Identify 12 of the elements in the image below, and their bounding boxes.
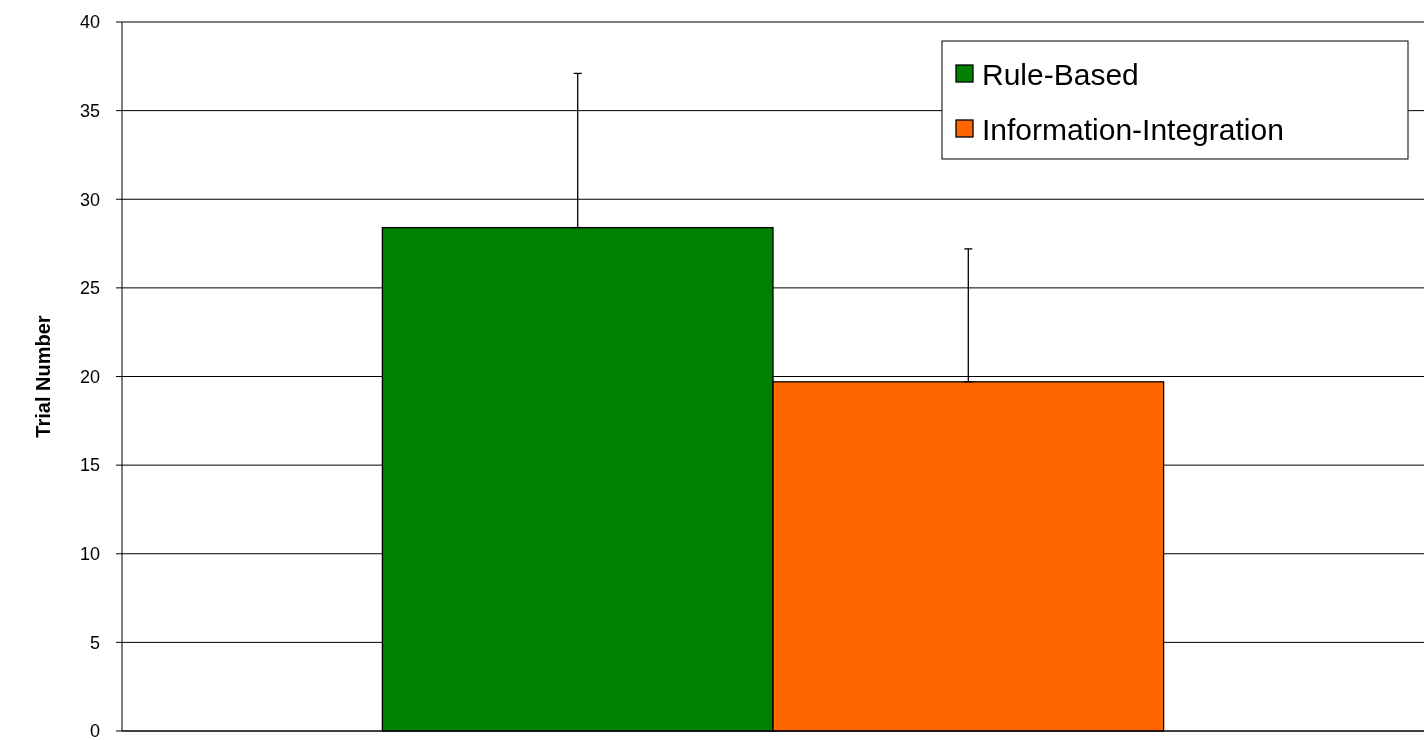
y-tick-label: 40 bbox=[79, 12, 100, 33]
y-tick-label: 0 bbox=[89, 721, 100, 740]
y-tick-label: 5 bbox=[89, 632, 100, 653]
y-tick-label: 25 bbox=[79, 278, 100, 299]
y-tick-label: 30 bbox=[79, 189, 100, 210]
legend-label: Rule-Based bbox=[982, 57, 1139, 91]
y-tick-label: 10 bbox=[79, 544, 100, 565]
y-tick-label: 15 bbox=[79, 455, 100, 476]
y-tick-label: 20 bbox=[79, 366, 100, 387]
y-axis-title: Trial Number bbox=[32, 315, 54, 438]
y-tick-label: 35 bbox=[79, 100, 100, 121]
legend-label: Information-Integration bbox=[982, 112, 1284, 146]
